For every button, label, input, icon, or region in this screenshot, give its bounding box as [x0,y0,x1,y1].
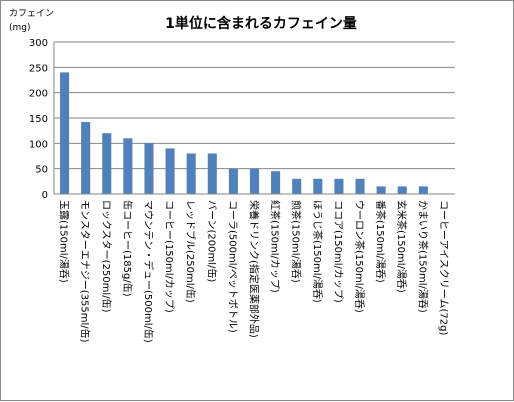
x-category-label: コーヒー(150ml/カップ) [163,200,175,313]
y-tick-label: 250 [29,63,48,74]
gridlines [54,41,455,195]
x-category-label: モンスターエナジー(355ml/缶) [79,200,92,343]
bar [376,186,386,194]
bar [81,122,91,194]
x-category-label: 煎茶(150ml/湯呑) [290,200,303,283]
bar [334,178,344,194]
y-axis-label-line1: カフェイン [9,8,54,19]
y-axis-ticks: 0 50 100 150 200 250 300 [29,38,48,201]
x-category-label: ロックスター(250ml/缶) [100,200,113,313]
bar [123,138,133,194]
x-category-label: 缶コーヒー(185g/缶) [121,200,134,297]
bar [249,168,260,194]
y-axis-label-line2: (mg) [9,23,31,33]
x-category-label: ウーロン茶(150ml/湯呑) [353,200,366,313]
axes [53,42,455,195]
bars [60,72,428,194]
chart-title: 1単位に含まれるカフェイン量 [165,15,357,32]
x-category-label: レッドブル(250ml/缶) [184,200,197,303]
y-tick-label: 100 [29,139,48,150]
x-category-label: バーン(200ml/缶) [205,200,218,282]
bar [228,168,238,194]
bar [144,143,154,194]
x-category-label: 栄養ドリンク(指定医薬部外品) [248,200,261,338]
x-category-label: 紅茶(150ml/カップ) [269,200,282,293]
bar [418,186,428,194]
x-category-label: ほうじ茶(150ml/湯呑) [311,200,324,303]
y-tick-label: 150 [29,114,48,125]
x-category-label: コーヒーアイスクリーム(72g) [437,200,449,335]
bar [60,72,70,194]
bar [186,153,196,194]
bar [397,186,407,194]
bar [102,133,112,194]
bar [355,178,365,194]
x-category-label: 玄米茶(150ml/湯呑) [395,200,408,293]
y-tick-label: 0 [42,190,48,201]
x-category-label: 玉露(150ml/湯呑) [58,200,71,283]
x-category-label: コーラ(500ml/ペットボトル) [226,200,238,333]
x-axis-categories: 玉露(150ml/湯呑) モンスターエナジー(355ml/缶) ロックスター(250… [58,200,450,343]
x-category-label: ココア(150ml/カップ) [332,200,344,303]
bar [207,153,217,194]
x-category-label: かまいり茶(150ml/湯呑) [416,200,429,313]
bar [165,148,175,194]
y-tick-label: 200 [29,89,48,100]
x-category-label: 番茶(150ml/湯呑) [374,200,387,283]
y-tick-label: 50 [35,165,48,176]
bar [292,178,302,194]
bar [313,178,323,194]
y-tick-label: 300 [29,38,48,49]
x-category-label: マウンテン・デュー(500ml/缶) [142,200,155,343]
bar [271,171,281,194]
